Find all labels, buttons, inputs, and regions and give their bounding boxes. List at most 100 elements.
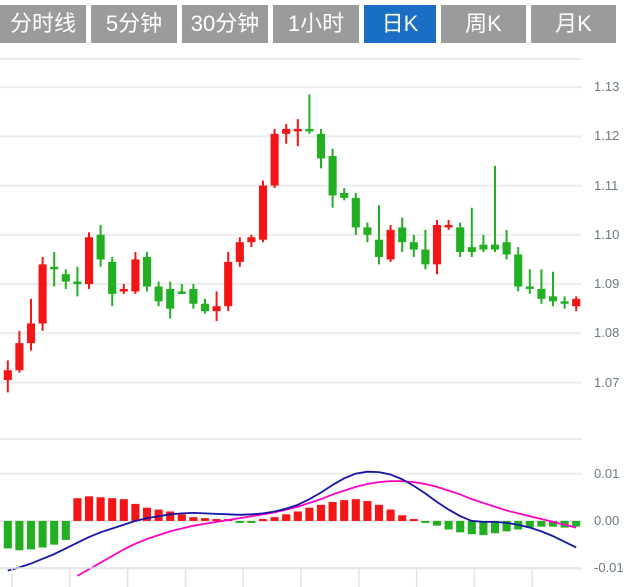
macd-bar-42 <box>490 520 500 534</box>
macd-bar-29 <box>340 500 349 521</box>
tab-3[interactable]: 1小时 <box>273 5 359 43</box>
macd-bar-16 <box>189 517 198 521</box>
macd-bar-43 <box>502 520 511 532</box>
candle-22 <box>258 180 268 243</box>
candle-6 <box>73 266 82 297</box>
tab-label: 日K <box>381 11 419 36</box>
price-axis-label-6: 1.07 <box>594 374 620 390</box>
macd-bar-17 <box>200 518 210 521</box>
tab-label: 分时线 <box>9 11 76 36</box>
macd-bar-27 <box>316 504 326 521</box>
macd-bar-8 <box>96 497 105 521</box>
tab-1[interactable]: 5分钟 <box>91 5 177 43</box>
candle-12 <box>142 252 152 292</box>
macd-bar-18 <box>212 519 221 522</box>
candle-26 <box>305 94 314 134</box>
macd-bar-24 <box>282 514 291 521</box>
macd-bar-11 <box>131 503 140 521</box>
candle-9 <box>108 256 117 307</box>
macd-bar-38 <box>444 520 453 530</box>
candle-19 <box>224 252 233 312</box>
candle-11 <box>131 252 140 294</box>
macd-bar-15 <box>177 514 186 521</box>
candle-47 <box>548 271 558 307</box>
candle-49 <box>572 296 581 312</box>
candle-17 <box>200 298 210 314</box>
candle-14 <box>166 281 175 319</box>
macd-bar-9 <box>108 498 117 521</box>
macd-bar-20 <box>235 520 244 523</box>
candle-30 <box>351 192 360 235</box>
candle-2 <box>26 298 36 351</box>
candle-21 <box>247 234 256 248</box>
macd-bar-33 <box>386 509 395 521</box>
candle-40 <box>467 207 476 257</box>
timeframe-tab-bar[interactable]: 分时线 5分钟 30分钟 1小时 日K 周K 月K <box>0 0 636 48</box>
tab-4[interactable]: 日K <box>364 5 436 43</box>
macd-axis-label-0: 0.01 <box>594 465 620 481</box>
macd-bar-25 <box>293 511 302 521</box>
macd-bar-39 <box>456 520 465 533</box>
macd-bar-7 <box>84 496 94 521</box>
macd-bar-3 <box>38 520 47 548</box>
chart-container: 1.13 1.12 1.11 1.10 1.09 1.08 1.07 0.01 0.00 -0.… <box>0 48 636 587</box>
candle-33 <box>386 224 395 262</box>
tab-0[interactable]: 分时线 <box>0 5 86 43</box>
macd-bar-41 <box>479 520 488 536</box>
candle-28 <box>328 148 337 208</box>
macd-bar-10 <box>119 499 128 521</box>
candle-29 <box>340 188 349 201</box>
tab-label: 1小时 <box>287 11 345 36</box>
macd-bar-23 <box>270 517 279 521</box>
macd-bar-1 <box>15 520 24 551</box>
candlestick-svg <box>0 58 582 440</box>
candle-31 <box>363 222 372 243</box>
candle-44 <box>514 247 523 292</box>
candle-18 <box>212 291 221 321</box>
macd-bar-35 <box>409 519 418 522</box>
macd-indicator-panel[interactable]: 0.01 0.00 -0.01 <box>0 443 636 587</box>
price-candlestick-panel[interactable]: 1.13 1.12 1.11 1.10 1.09 1.08 1.07 <box>0 48 636 440</box>
macd-bar-28 <box>328 502 337 521</box>
candle-20 <box>235 237 244 267</box>
tab-label: 5分钟 <box>105 11 163 36</box>
macd-axis-label-2: -0.01 <box>594 560 624 576</box>
tab-5[interactable]: 周K <box>441 5 526 43</box>
candle-37 <box>432 220 442 275</box>
macd-bar-37 <box>432 520 442 526</box>
tab-2[interactable]: 30分钟 <box>182 5 268 43</box>
candle-41 <box>479 234 488 253</box>
macd-bar-5 <box>61 520 70 540</box>
macd-bar-31 <box>363 501 372 521</box>
macd-bar-32 <box>374 504 384 521</box>
candle-34 <box>398 217 407 253</box>
macd-bar-6 <box>73 498 82 521</box>
candle-43 <box>502 229 511 260</box>
candle-13 <box>154 281 163 307</box>
tab-6[interactable]: 月K <box>531 5 616 43</box>
candle-3 <box>38 256 47 331</box>
macd-bar-40 <box>467 520 476 535</box>
candle-25 <box>293 119 302 147</box>
macd-axis-label-1: 0.00 <box>594 512 620 528</box>
candle-42 <box>490 165 500 253</box>
macd-bar-4 <box>50 520 59 545</box>
price-axis-label-2: 1.11 <box>594 177 619 193</box>
candle-39 <box>456 222 465 257</box>
price-axis-label-4: 1.09 <box>594 276 620 292</box>
candle-23 <box>270 128 279 189</box>
candle-32 <box>374 205 384 265</box>
tab-label: 周K <box>465 11 502 36</box>
macd-bar-2 <box>26 520 36 550</box>
macd-bar-49 <box>572 520 581 527</box>
price-axis-label-3: 1.10 <box>594 226 620 242</box>
candle-10 <box>119 284 128 294</box>
macd-bar-34 <box>398 515 407 521</box>
candle-46 <box>537 269 546 304</box>
candle-38 <box>444 220 453 230</box>
candle-24 <box>282 124 291 144</box>
price-axis-label-0: 1.13 <box>594 79 620 95</box>
macd-bar-45 <box>525 520 534 528</box>
candle-27 <box>316 128 326 169</box>
macd-dea-line <box>76 480 577 577</box>
